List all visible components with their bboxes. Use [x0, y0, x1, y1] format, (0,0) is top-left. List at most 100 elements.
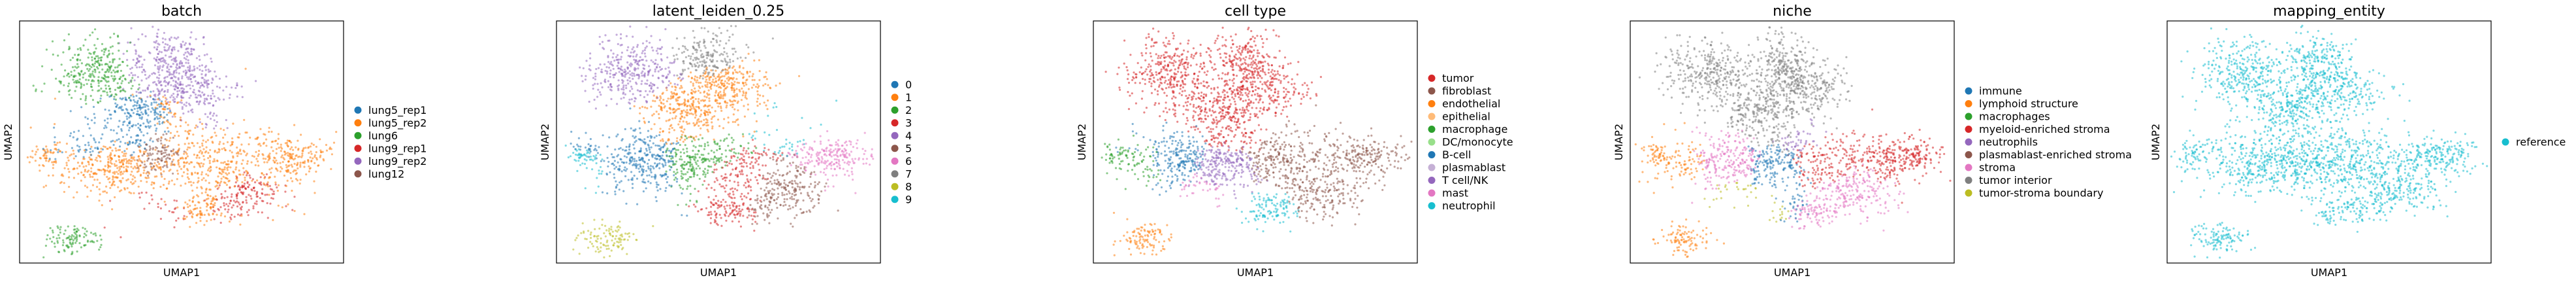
umap-panel-1: batch UMAP1 UMAP2 lung5_rep1lung5_rep2lung6… [2, 3, 427, 279]
legend-label: stroma [1979, 162, 2016, 174]
legend: lung5_rep1lung5_rep2lung6lung9_rep1lung9… [354, 104, 427, 180]
legend-marker [354, 145, 362, 152]
scatter-points [1634, 26, 1952, 258]
legend-marker [891, 94, 899, 101]
legend-marker [1965, 87, 1972, 95]
scatter-points [1101, 26, 1413, 256]
legend-label: plasmablast-enriched stroma [1979, 149, 2132, 161]
legend-label: 0 [905, 79, 912, 91]
legend-label: 8 [905, 181, 912, 193]
legend-marker [1428, 87, 1436, 95]
y-axis-label: UMAP2 [1613, 124, 1625, 160]
legend-marker [1428, 126, 1436, 133]
axes-frame [2166, 20, 2492, 264]
axes-frame [556, 20, 881, 264]
legend-marker [1965, 126, 1972, 133]
legend-label: macrophages [1979, 111, 2050, 123]
legend-label: tumor interior [1979, 174, 2052, 186]
legend-label: reference [2516, 136, 2566, 149]
legend-label: lung6 [368, 130, 398, 142]
legend-marker [354, 119, 362, 127]
panel-title: niche [1773, 3, 1812, 20]
legend-label: T cell/NK [1441, 174, 1489, 186]
legend-label: lung9_rep2 [368, 155, 427, 168]
legend-label: neutrophil [1442, 200, 1496, 212]
legend: reference [2502, 136, 2566, 149]
legend-marker [891, 196, 899, 203]
legend-marker [354, 106, 362, 114]
legend-label: 5 [905, 142, 912, 154]
legend-label: 9 [905, 193, 912, 205]
legend-label: DC/monocyte [1442, 136, 1513, 149]
scatter-points [26, 26, 338, 258]
legend-marker [354, 132, 362, 139]
legend-label: lung5_rep2 [368, 116, 427, 130]
legend-label: macrophage [1442, 123, 1507, 135]
legend-marker [1428, 189, 1436, 197]
legend-marker [1428, 75, 1436, 82]
axes-frame [1630, 20, 1955, 264]
axes-frame [19, 20, 344, 264]
umap-panel-3: cell type UMAP1 UMAP2 tumorfibroblastendoth… [1076, 3, 1513, 279]
legend-marker [1965, 177, 1972, 184]
legend-marker [891, 183, 899, 190]
x-axis-label: UMAP1 [2311, 266, 2347, 279]
y-axis-label: UMAP2 [1076, 124, 1088, 160]
legend-label: lymphoid structure [1979, 97, 2078, 110]
legend-marker [1965, 113, 1972, 120]
legend-marker [891, 157, 899, 165]
x-axis-label: UMAP1 [700, 266, 737, 279]
legend-marker [1965, 189, 1972, 197]
panel-title: batch [161, 3, 202, 20]
legend-marker [891, 119, 899, 127]
umap-panel-5: mapping_entity UMAP1 UMAP2 reference [2149, 3, 2566, 279]
legend-marker [891, 145, 899, 152]
legend-label: fibroblast [1442, 85, 1491, 97]
legend-label: 4 [905, 130, 912, 142]
legend-marker [1428, 100, 1436, 107]
legend-label: mast [1442, 187, 1468, 200]
legend-label: neutrophils [1979, 136, 2038, 149]
legend-label: plasmablast [1442, 162, 1505, 174]
legend-marker [1428, 202, 1436, 209]
legend-label: tumor [1442, 72, 1474, 84]
legend-marker [1428, 138, 1436, 146]
legend-label: 1 [905, 91, 912, 103]
panel-title: mapping_entity [2273, 3, 2385, 20]
legend-marker [891, 80, 899, 88]
legend-marker [1965, 164, 1972, 171]
axes-frame [1093, 20, 1418, 264]
legend-label: lung12 [368, 167, 404, 180]
legend-marker [1428, 164, 1436, 171]
legend-marker [891, 106, 899, 114]
legend-label: immune [1979, 85, 2022, 97]
x-axis-label: UMAP1 [1237, 266, 1274, 279]
scatter-points [564, 25, 875, 258]
legend-marker [1428, 151, 1436, 158]
legend-marker [1965, 138, 1972, 146]
x-axis-label: UMAP1 [163, 266, 200, 279]
legend: tumorfibroblastendothelialepithelialmacr… [1428, 72, 1513, 212]
legend-label: tumor-stroma boundary [1979, 187, 2103, 200]
legend-marker [1965, 151, 1972, 158]
legend-marker [891, 132, 899, 139]
legend-marker [1428, 113, 1436, 120]
legend-label: 3 [905, 116, 912, 129]
panel-title: latent_leiden_0.25 [652, 3, 785, 20]
legend-marker [1965, 100, 1972, 107]
y-axis-label: UMAP2 [2149, 124, 2162, 160]
panel-title: cell type [1225, 3, 1286, 20]
scatter-points [2170, 24, 2488, 259]
x-axis-label: UMAP1 [1774, 266, 1811, 279]
legend-marker [891, 170, 899, 178]
legend-label: B-cell [1442, 149, 1471, 161]
legend-marker [354, 170, 362, 178]
legend-label: lung9_rep1 [368, 142, 427, 155]
legend-label: myeloid-enriched stroma [1979, 123, 2110, 135]
legend-marker [2502, 138, 2509, 146]
